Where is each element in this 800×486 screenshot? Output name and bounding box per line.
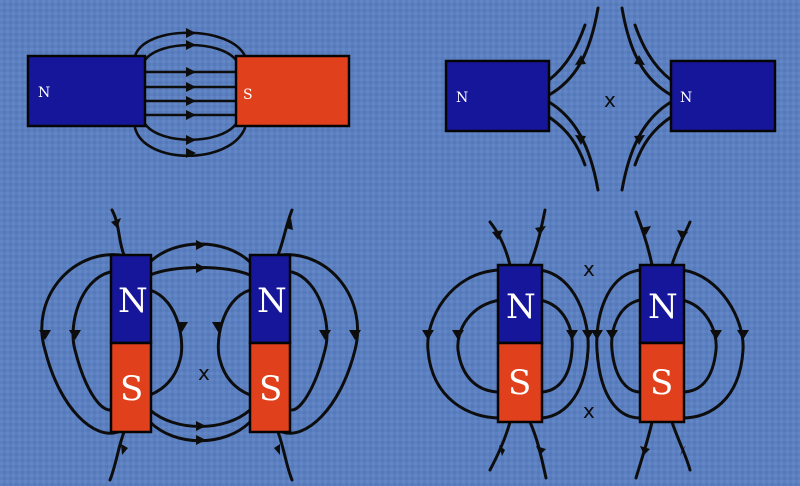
magnet-left-south-half <box>109 341 153 434</box>
north-label: N <box>38 85 50 101</box>
field-lines-parallel-same <box>39 208 361 482</box>
south-label-left: S <box>508 363 531 403</box>
neutral-point-mark-bottom: x <box>583 399 595 423</box>
field-lines-attract <box>133 28 247 158</box>
south-label: S <box>243 87 253 103</box>
magnet-right-south-half <box>638 341 686 424</box>
magnet-north-right <box>669 59 777 133</box>
south-label-right: S <box>650 363 673 403</box>
panel-parallel-same: x N S N S <box>39 208 361 482</box>
magnet-north-left <box>26 54 147 128</box>
magnet-left-north-half <box>496 263 544 345</box>
south-label-left: S <box>120 369 143 409</box>
north-label-left: N <box>118 281 148 321</box>
field-lines-parallel-second <box>422 208 749 480</box>
north-label-right: N <box>257 281 287 321</box>
magnet-left-south-half <box>496 341 544 424</box>
north-label-left: N <box>506 287 536 327</box>
south-label-right: S <box>259 369 282 409</box>
magnet-north-left <box>444 59 551 133</box>
magnet-left-north-half <box>109 253 153 345</box>
panel-parallel-second: x x N S N S <box>422 208 749 480</box>
magnet-right-south-half <box>248 341 292 434</box>
magnet-south-right <box>234 54 351 128</box>
neutral-point-mark: x <box>198 361 210 385</box>
neutral-point-mark: x <box>604 88 616 112</box>
north-label-right: N <box>648 287 678 327</box>
panel-repel-horizontal: x N N <box>444 6 777 192</box>
panel-attract-horizontal: N S <box>26 28 351 158</box>
north-label-left: N <box>456 90 468 106</box>
north-label-right: N <box>680 90 692 106</box>
field-lines-repel <box>547 6 673 192</box>
magnet-right-north-half <box>638 263 686 345</box>
neutral-point-mark-top: x <box>583 257 595 281</box>
